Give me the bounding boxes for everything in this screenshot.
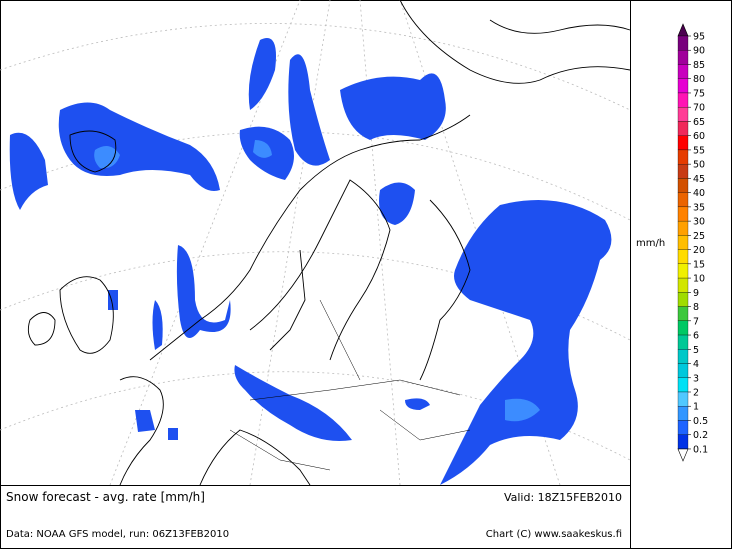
legend-label: 75	[693, 88, 705, 99]
legend-label: 30	[693, 217, 705, 228]
legend-cap-bottom	[677, 448, 689, 462]
title: Snow forecast - avg. rate [mm/h]	[6, 490, 205, 504]
legend-label: 0.1	[693, 444, 708, 455]
legend-swatch	[677, 349, 689, 364]
valid-time: Valid: 18Z15FEB2010	[504, 491, 622, 504]
legend-label: 1	[693, 402, 699, 413]
legend-label: 35	[693, 202, 705, 213]
legend-label: 55	[693, 145, 705, 156]
legend-label: 4	[693, 359, 699, 370]
coastlines	[27, 0, 631, 486]
legend-label: 25	[693, 231, 705, 242]
legend-swatch	[677, 406, 689, 421]
legend-swatch	[677, 192, 689, 208]
legend-swatch	[677, 434, 689, 450]
legend-label: 8	[693, 302, 699, 313]
legend-unit: mm/h	[636, 238, 665, 249]
credit: Chart (C) www.saakeskus.fi	[486, 529, 622, 540]
legend-label: 95	[693, 32, 705, 43]
legend: 9590858075706560555045403530252015109876…	[677, 23, 708, 462]
map	[0, 0, 631, 486]
legend-label: 20	[693, 245, 705, 256]
snow-areas	[9, 38, 612, 485]
legend-swatch	[677, 292, 689, 307]
legend-swatch	[677, 92, 689, 108]
legend-swatch	[677, 149, 689, 165]
legend-swatch	[677, 277, 689, 293]
legend-label: 70	[693, 103, 705, 114]
legend-swatch	[677, 121, 689, 136]
legend-swatch	[677, 50, 689, 65]
legend-label: 45	[693, 174, 705, 185]
legend-label: 40	[693, 188, 705, 199]
legend-swatch	[677, 220, 689, 236]
legend-swatch	[677, 164, 689, 179]
snow-areas-light	[94, 140, 540, 422]
legend-label: 7	[693, 316, 699, 327]
legend-label: 9	[693, 288, 699, 299]
legend-label: 90	[693, 46, 705, 57]
legend-label: 6	[693, 331, 699, 342]
legend-label: 50	[693, 160, 705, 171]
legend-label: 60	[693, 131, 705, 142]
legend-swatch	[677, 334, 689, 350]
source: Data: NOAA GFS model, run: 06Z13FEB2010	[6, 529, 229, 540]
legend-swatch	[677, 178, 689, 193]
legend-swatch	[677, 306, 689, 321]
legend-swatch	[677, 64, 689, 79]
legend-swatch	[677, 78, 689, 94]
legend-label: 80	[693, 74, 705, 85]
legend-swatch	[677, 206, 689, 222]
legend-label: 65	[693, 117, 705, 128]
legend-swatch	[677, 391, 689, 407]
legend-label: 0.5	[693, 416, 708, 427]
legend-swatch	[677, 320, 689, 336]
legend-swatch	[677, 377, 689, 393]
legend-label: 0.2	[693, 430, 708, 441]
legend-swatch	[677, 107, 689, 122]
legend-swatch	[677, 420, 689, 435]
legend-label: 85	[693, 60, 705, 71]
legend-label: 15	[693, 259, 705, 270]
legend-swatch	[677, 135, 689, 151]
legend-swatch	[677, 235, 689, 250]
legend-label: 5	[693, 345, 699, 356]
legend-label: 2	[693, 388, 699, 399]
legend-swatch	[677, 263, 689, 279]
legend-swatch	[677, 363, 689, 378]
legend-label: 3	[693, 373, 699, 384]
borders	[229, 299, 471, 471]
legend-label: 10	[693, 274, 705, 285]
legend-swatch	[677, 249, 689, 264]
legend-swatch	[677, 35, 689, 51]
